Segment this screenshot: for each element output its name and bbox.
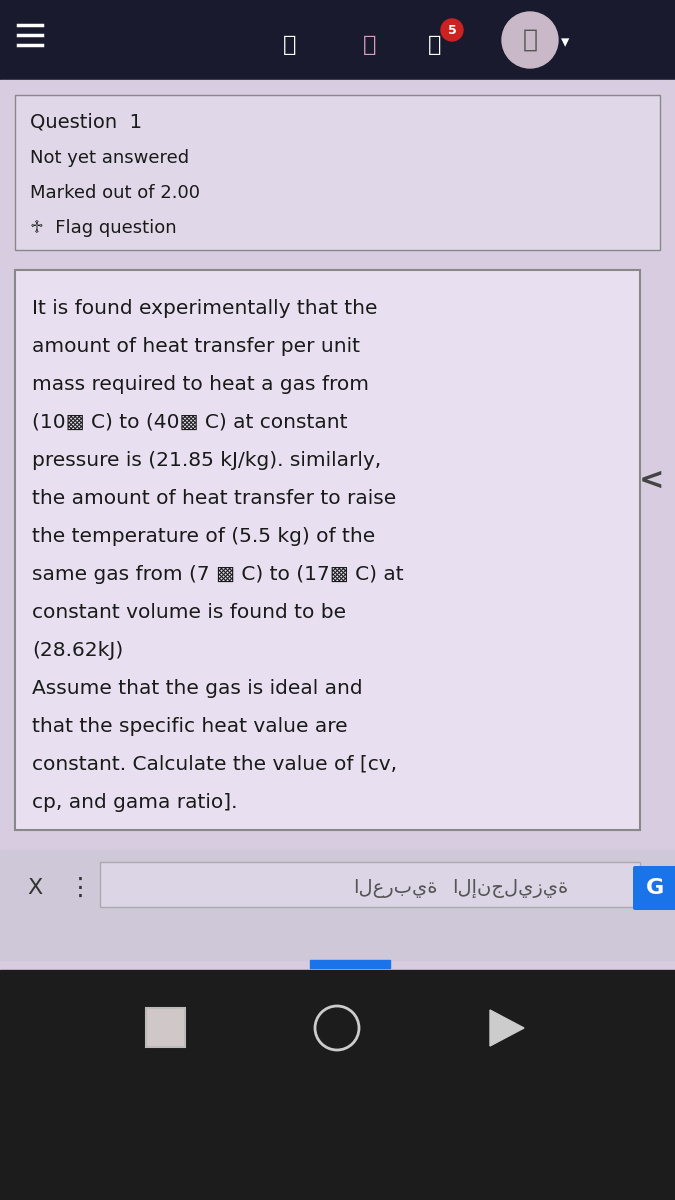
Text: that the specific heat value are: that the specific heat value are <box>32 716 348 736</box>
Text: G: G <box>646 878 664 898</box>
Text: same gas from (7 ▩ C) to (17▩ C) at: same gas from (7 ▩ C) to (17▩ C) at <box>32 564 404 583</box>
Text: (10▩ C) to (40▩ C) at constant: (10▩ C) to (40▩ C) at constant <box>32 413 348 432</box>
Text: (28.62kJ): (28.62kJ) <box>32 641 124 660</box>
Text: constant volume is found to be: constant volume is found to be <box>32 602 346 622</box>
Text: constant. Calculate the value of [cv,: constant. Calculate the value of [cv, <box>32 755 397 774</box>
Text: الإنجليزية: الإنجليزية <box>452 878 568 898</box>
Bar <box>0 850 675 960</box>
Text: the amount of heat transfer to raise: the amount of heat transfer to raise <box>32 488 396 508</box>
Text: 5: 5 <box>448 24 456 36</box>
Circle shape <box>441 19 463 41</box>
Text: the temperature of (5.5 kg) of the: the temperature of (5.5 kg) of the <box>32 527 375 546</box>
Bar <box>310 960 390 968</box>
Text: ▾: ▾ <box>561 32 569 50</box>
Bar <box>0 80 675 1050</box>
Text: 🔍: 🔍 <box>284 35 297 55</box>
Text: العربية: العربية <box>353 878 437 898</box>
Text: cp, and gama ratio].: cp, and gama ratio]. <box>32 792 238 811</box>
Text: 👤: 👤 <box>522 28 537 52</box>
Text: 🔔: 🔔 <box>363 35 377 55</box>
FancyBboxPatch shape <box>146 1008 185 1046</box>
Polygon shape <box>490 1010 524 1046</box>
FancyBboxPatch shape <box>15 270 640 830</box>
Text: <: < <box>639 466 665 494</box>
Text: It is found experimentally that the: It is found experimentally that the <box>32 299 377 318</box>
Bar <box>0 0 675 80</box>
Text: ⋮: ⋮ <box>68 876 92 900</box>
FancyBboxPatch shape <box>100 862 640 907</box>
Text: Not yet answered: Not yet answered <box>30 149 189 167</box>
Text: Marked out of 2.00: Marked out of 2.00 <box>30 184 200 202</box>
Text: mass required to heat a gas from: mass required to heat a gas from <box>32 374 369 394</box>
Text: pressure is (21.85 kJ/kg). similarly,: pressure is (21.85 kJ/kg). similarly, <box>32 450 381 469</box>
Circle shape <box>502 12 558 68</box>
FancyBboxPatch shape <box>633 866 675 910</box>
Text: amount of heat transfer per unit: amount of heat transfer per unit <box>32 336 360 355</box>
Text: X: X <box>28 878 43 898</box>
Bar <box>0 970 675 1200</box>
FancyBboxPatch shape <box>15 95 660 250</box>
Text: ♱  Flag question: ♱ Flag question <box>30 218 177 236</box>
Text: 💬: 💬 <box>429 35 441 55</box>
Text: Question  1: Question 1 <box>30 113 142 132</box>
Text: Assume that the gas is ideal and: Assume that the gas is ideal and <box>32 678 362 697</box>
